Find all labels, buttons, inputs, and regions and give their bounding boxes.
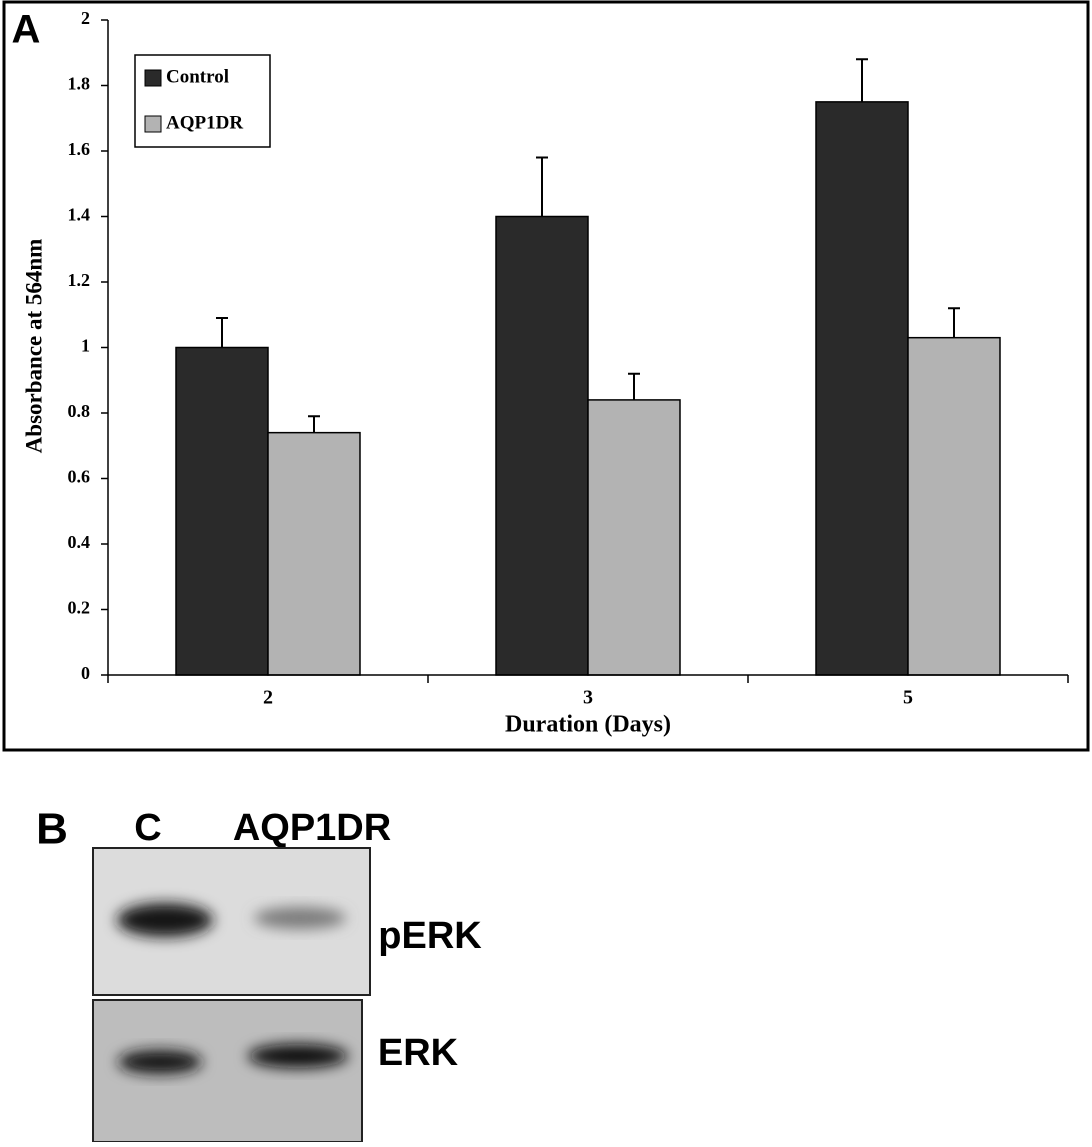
y-tick-label: 2 <box>81 8 90 28</box>
error-bar <box>856 58 868 102</box>
error-bar <box>628 372 640 400</box>
bar <box>175 346 269 676</box>
error-bar <box>216 317 228 348</box>
legend-swatch <box>144 69 162 87</box>
y-tick-label: 0 <box>81 663 90 683</box>
bar <box>815 101 909 676</box>
plot: 0 0.2 0.4 0.6 0.8 1 1.2 1.4 1.6 1.8 2 2 3 5 Control AQP… <box>68 8 1069 709</box>
blot-band <box>254 907 346 929</box>
y-tick-label: 0.2 <box>68 598 91 618</box>
error-bar <box>536 156 548 217</box>
y-tick-label: 1.2 <box>68 270 91 290</box>
blot-band <box>118 1050 202 1074</box>
y-tick-label: 1.4 <box>68 205 91 225</box>
y-tick-label: 1 <box>81 336 90 356</box>
panel-label: B <box>36 805 68 854</box>
band-label: pERK <box>378 915 482 957</box>
blot-band <box>248 1044 348 1068</box>
lane-label: C <box>134 807 161 849</box>
legend-label: Control <box>166 66 229 87</box>
y-axis-label: Absorbance at 564nm <box>21 239 46 454</box>
x-tick-label: 3 <box>583 687 593 709</box>
y-tick-label: 0.8 <box>68 401 91 421</box>
blot-band <box>117 903 213 937</box>
legend-swatch <box>144 115 162 133</box>
y-tick-label: 0.4 <box>68 532 91 552</box>
bar <box>587 399 681 676</box>
bar <box>907 336 1001 676</box>
bar <box>495 215 589 676</box>
x-tick-label: 2 <box>263 687 273 709</box>
y-tick-label: 1.6 <box>68 139 91 159</box>
error-bar <box>948 307 960 338</box>
error-bar <box>308 415 320 433</box>
x-axis-label: Duration (Days) <box>505 712 671 738</box>
y-tick-label: 1.8 <box>68 74 91 94</box>
x-tick-label: 5 <box>903 687 913 709</box>
y-tick-label: 0.6 <box>68 467 91 487</box>
legend-label: AQP1DR <box>166 112 243 133</box>
panel-label: A <box>12 8 41 52</box>
bar <box>267 431 361 676</box>
lane-label: AQP1DR <box>233 807 391 849</box>
band-label: ERK <box>378 1032 459 1074</box>
